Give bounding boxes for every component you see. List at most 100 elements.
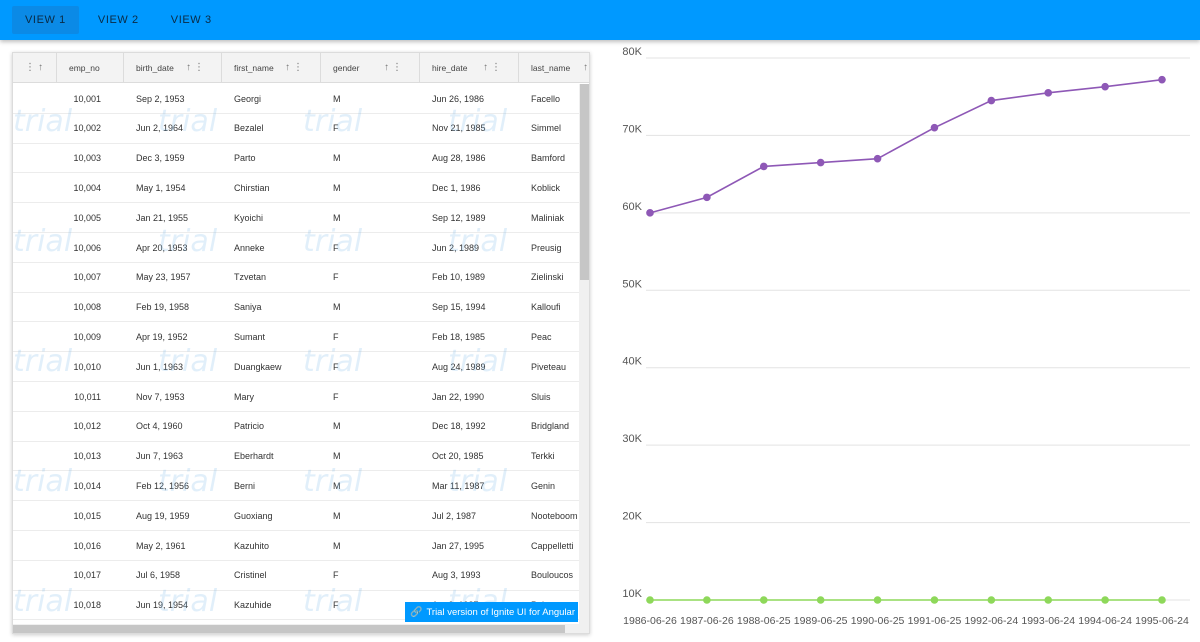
cell-hire-date[interactable]: Jul 2, 1987: [432, 510, 477, 521]
vertical-scroll-thumb[interactable]: [580, 84, 589, 280]
cell-birth-date[interactable]: Jul 6, 1958: [136, 570, 181, 581]
table-row[interactable]: 10,009 Apr 19, 1952 Sumant F Feb 18, 1985 Pea…: [13, 322, 579, 353]
cell-hire-date[interactable]: Jan 22, 1990: [432, 391, 485, 402]
header-birth-date[interactable]: birth_date ↑⋮: [124, 53, 222, 83]
cell-gender[interactable]: F: [333, 600, 339, 611]
sort-icon[interactable]: ↑: [583, 62, 589, 73]
cell-hire-date[interactable]: Aug 3, 1993: [432, 570, 481, 581]
cell-first-name[interactable]: Kyoichi: [234, 212, 264, 223]
data-point[interactable]: [1158, 596, 1166, 604]
header-last-name[interactable]: last_name ↑: [519, 53, 589, 83]
tab-view-2[interactable]: VIEW 2: [97, 14, 139, 26]
cell-birth-date[interactable]: Jun 2, 1964: [136, 123, 184, 134]
cell-hire-date[interactable]: Nov 21, 1985: [432, 123, 486, 134]
cell-hire-date[interactable]: Mar 11, 1987: [432, 480, 485, 491]
cell-hire-date[interactable]: Aug 28, 1986: [432, 153, 486, 164]
table-row[interactable]: 10,010 Jun 1, 1963 Duangkaew F Aug 24, 1989 P…: [13, 352, 579, 382]
data-point[interactable]: [703, 193, 711, 202]
cell-gender[interactable]: F: [333, 361, 339, 372]
tab-view-3[interactable]: VIEW 3: [170, 14, 212, 26]
header-emp-no[interactable]: emp_no: [57, 53, 124, 83]
table-row[interactable]: 10,017 Jul 6, 1958 Cristinel F Aug 3, 1993 Bo…: [13, 561, 579, 591]
cell-gender[interactable]: M: [333, 93, 341, 104]
cell-birth-date[interactable]: Jun 19, 1954: [136, 600, 189, 611]
cell-last-name[interactable]: Simmel: [531, 123, 562, 134]
cell-emp-no[interactable]: 10,015: [73, 510, 101, 521]
cell-hire-date[interactable]: Jun 26, 1986: [432, 93, 485, 104]
sort-menu-icon[interactable]: ↑⋮: [285, 62, 306, 73]
cell-last-name[interactable]: Kalloufi: [531, 302, 561, 313]
header-hire-date[interactable]: hire_date ↑⋮: [420, 53, 519, 83]
cell-birth-date[interactable]: Jun 1, 1963: [136, 361, 184, 372]
horizontal-scrollbar[interactable]: [13, 624, 589, 633]
cell-first-name[interactable]: Tzvetan: [234, 272, 267, 283]
cell-first-name[interactable]: Georgi: [234, 93, 262, 104]
cell-hire-date[interactable]: Jun 2, 1989: [432, 242, 480, 253]
cell-hire-date[interactable]: Oct 20, 1985: [432, 451, 484, 462]
cell-first-name[interactable]: Duangkaew: [234, 361, 282, 372]
cell-hire-date[interactable]: Dec 18, 1992: [432, 421, 486, 432]
cell-emp-no[interactable]: 10,008: [73, 302, 101, 313]
cell-emp-no[interactable]: 10,013: [73, 451, 101, 462]
data-point[interactable]: [1101, 596, 1109, 604]
cell-hire-date[interactable]: Aug 24, 1989: [432, 361, 486, 372]
table-row[interactable]: 10,006 Apr 20, 1953 Anneke F Jun 2, 1989 Preu…: [13, 233, 579, 263]
cell-gender[interactable]: M: [333, 153, 341, 164]
cell-hire-date[interactable]: Sep 15, 1994: [432, 302, 486, 313]
cell-gender[interactable]: F: [333, 570, 339, 581]
cell-gender[interactable]: F: [333, 242, 339, 253]
cell-first-name[interactable]: Patricio: [234, 421, 265, 432]
table-row[interactable]: 10,001 Sep 2, 1953 Georgi M Jun 26, 1986 Face…: [13, 84, 579, 114]
table-row[interactable]: 10,013 Jun 7, 1963 Eberhardt M Oct 20, 1985 T…: [13, 442, 579, 472]
cell-first-name[interactable]: Saniya: [234, 302, 262, 313]
cell-emp-no[interactable]: 10,014: [73, 480, 101, 491]
cell-emp-no[interactable]: 10,007: [73, 272, 101, 283]
trial-version-link[interactable]: 🔗 Trial version of Ignite UI for Angular: [405, 602, 578, 622]
cell-last-name[interactable]: Peac: [531, 331, 552, 342]
cell-first-name[interactable]: Kazuhide: [234, 600, 272, 611]
data-point[interactable]: [1101, 82, 1109, 91]
cell-emp-no[interactable]: 10,004: [73, 182, 101, 193]
header-gender[interactable]: gender ↑⋮: [321, 53, 420, 83]
cell-hire-date[interactable]: Dec 1, 1986: [432, 182, 481, 193]
cell-gender[interactable]: M: [333, 302, 341, 313]
table-row[interactable]: 10,011 Nov 7, 1953 Mary F Jan 22, 1990 Sluis: [13, 382, 579, 412]
column-menu-icon[interactable]: ⋮↑: [25, 62, 46, 73]
cell-emp-no[interactable]: 10,006: [73, 242, 101, 253]
cell-emp-no[interactable]: 10,018: [73, 600, 101, 611]
data-point[interactable]: [873, 596, 882, 604]
data-point[interactable]: [759, 596, 768, 604]
cell-last-name[interactable]: Koblick: [531, 182, 561, 193]
table-row[interactable]: 10,012 Oct 4, 1960 Patricio M Dec 18, 1992 Br…: [13, 412, 579, 442]
cell-hire-date[interactable]: Sep 12, 1989: [432, 212, 486, 223]
horizontal-scroll-thumb[interactable]: [13, 625, 565, 633]
table-row[interactable]: 10,014 Feb 12, 1956 Berni M Mar 11, 1987 Geni…: [13, 471, 579, 502]
cell-first-name[interactable]: Kazuhito: [234, 540, 270, 551]
data-point[interactable]: [646, 596, 654, 604]
data-point[interactable]: [816, 596, 825, 604]
cell-emp-no[interactable]: 10,011: [74, 391, 101, 402]
cell-hire-date[interactable]: Jan 27, 1995: [432, 540, 485, 551]
cell-first-name[interactable]: Bezalel: [234, 123, 264, 134]
vertical-scrollbar[interactable]: [579, 84, 589, 624]
cell-gender[interactable]: M: [333, 480, 341, 491]
cell-last-name[interactable]: Facello: [531, 93, 561, 104]
cell-last-name[interactable]: Bouloucos: [531, 570, 574, 581]
cell-gender[interactable]: F: [333, 272, 339, 283]
sort-menu-icon[interactable]: ↑⋮: [483, 62, 504, 73]
cell-first-name[interactable]: Anneke: [234, 242, 265, 253]
cell-birth-date[interactable]: Apr 19, 1952: [136, 331, 188, 342]
cell-birth-date[interactable]: May 1, 1954: [136, 182, 186, 193]
cell-emp-no[interactable]: 10,012: [73, 421, 101, 432]
header-row-selector[interactable]: ⋮↑: [13, 53, 57, 83]
cell-first-name[interactable]: Guoxiang: [234, 510, 273, 521]
cell-emp-no[interactable]: 10,017: [73, 570, 101, 581]
cell-gender[interactable]: M: [333, 212, 341, 223]
cell-gender[interactable]: F: [333, 391, 339, 402]
cell-last-name[interactable]: Genin: [531, 480, 556, 491]
table-row[interactable]: 10,008 Feb 19, 1958 Saniya M Sep 15, 1994 Kal…: [13, 293, 579, 323]
cell-hire-date[interactable]: Feb 18, 1985: [432, 331, 486, 342]
data-point[interactable]: [1044, 596, 1053, 604]
tab-view-1[interactable]: VIEW 1: [12, 6, 79, 34]
cell-birth-date[interactable]: Feb 19, 1958: [136, 302, 190, 313]
